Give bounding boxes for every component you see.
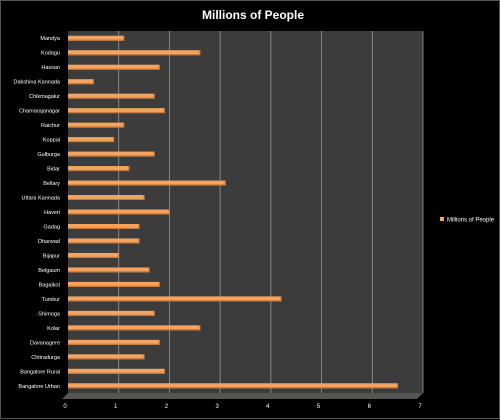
bar (68, 252, 120, 258)
category-label: Kolar (47, 326, 60, 332)
x-tick-label: 2 (165, 404, 169, 410)
x-axis-tick-labels: 0 1 2 3 4 5 6 7 (63, 404, 422, 410)
bar (68, 325, 201, 331)
category-label: Mandya (40, 36, 61, 42)
category-labels: Mandya Kodagu Hassan Dakshina Kannada Chikma… (14, 36, 61, 390)
category-label: Hassan (41, 65, 60, 71)
bar (68, 368, 165, 374)
category-label: Gulburga (37, 152, 61, 158)
category-label: Dharwad (38, 239, 60, 245)
bar (68, 180, 226, 186)
category-label: Bagalkot (39, 282, 61, 288)
legend-label: Millions of People (447, 218, 495, 224)
bar (68, 238, 140, 244)
bar (68, 296, 282, 302)
bar (68, 209, 171, 215)
x-tick-label: 3 (215, 404, 219, 410)
category-label: Shimoga (38, 311, 61, 317)
category-label: Bijapur (43, 253, 60, 259)
bar (68, 223, 140, 229)
bar (68, 64, 160, 70)
x-tick-label: 0 (63, 404, 67, 410)
category-label: Gadag (43, 224, 60, 230)
bar (68, 35, 125, 41)
bar (68, 339, 160, 345)
bar (68, 354, 145, 360)
x-tick-label: 6 (368, 404, 372, 410)
legend: Millions of People (440, 217, 495, 224)
bar (68, 195, 145, 201)
category-label: Bangalore Rural (20, 369, 60, 375)
bars (68, 35, 399, 389)
category-label: Davanagere (30, 340, 60, 346)
bar (68, 281, 160, 287)
category-label: Tumkur (42, 297, 61, 303)
category-label: Bangalore Urban (18, 384, 60, 390)
bar (68, 79, 94, 85)
category-label: Chitradurga (31, 355, 61, 361)
category-label: Bidar (47, 167, 60, 173)
bar (68, 50, 201, 56)
bar (68, 122, 125, 128)
category-label: Haveri (44, 210, 60, 216)
category-label: Kodagu (41, 51, 60, 57)
bar (68, 137, 115, 143)
x-tick-label: 5 (317, 404, 321, 410)
bar (68, 166, 130, 172)
category-label: Raichur (41, 123, 60, 129)
category-label: Dakshina Kannada (14, 80, 61, 86)
bar (68, 151, 155, 157)
bar (68, 310, 155, 316)
x-tick-label: 7 (418, 404, 422, 410)
bar (68, 93, 155, 99)
category-label: Chamarajanagar (19, 109, 60, 115)
bar (68, 267, 150, 273)
category-label: Uttara Kannada (21, 196, 60, 202)
chart-title: Millions of People (202, 8, 304, 22)
category-label: Koppal (43, 138, 60, 144)
x-tick-label: 1 (114, 404, 118, 410)
bar (68, 383, 399, 389)
legend-swatch (440, 217, 444, 221)
category-label: Belgaum (38, 268, 60, 274)
category-label: Chikmagalur (29, 94, 60, 100)
category-label: Bellary (43, 181, 60, 187)
x-tick-label: 4 (266, 404, 270, 410)
bar (68, 108, 165, 114)
